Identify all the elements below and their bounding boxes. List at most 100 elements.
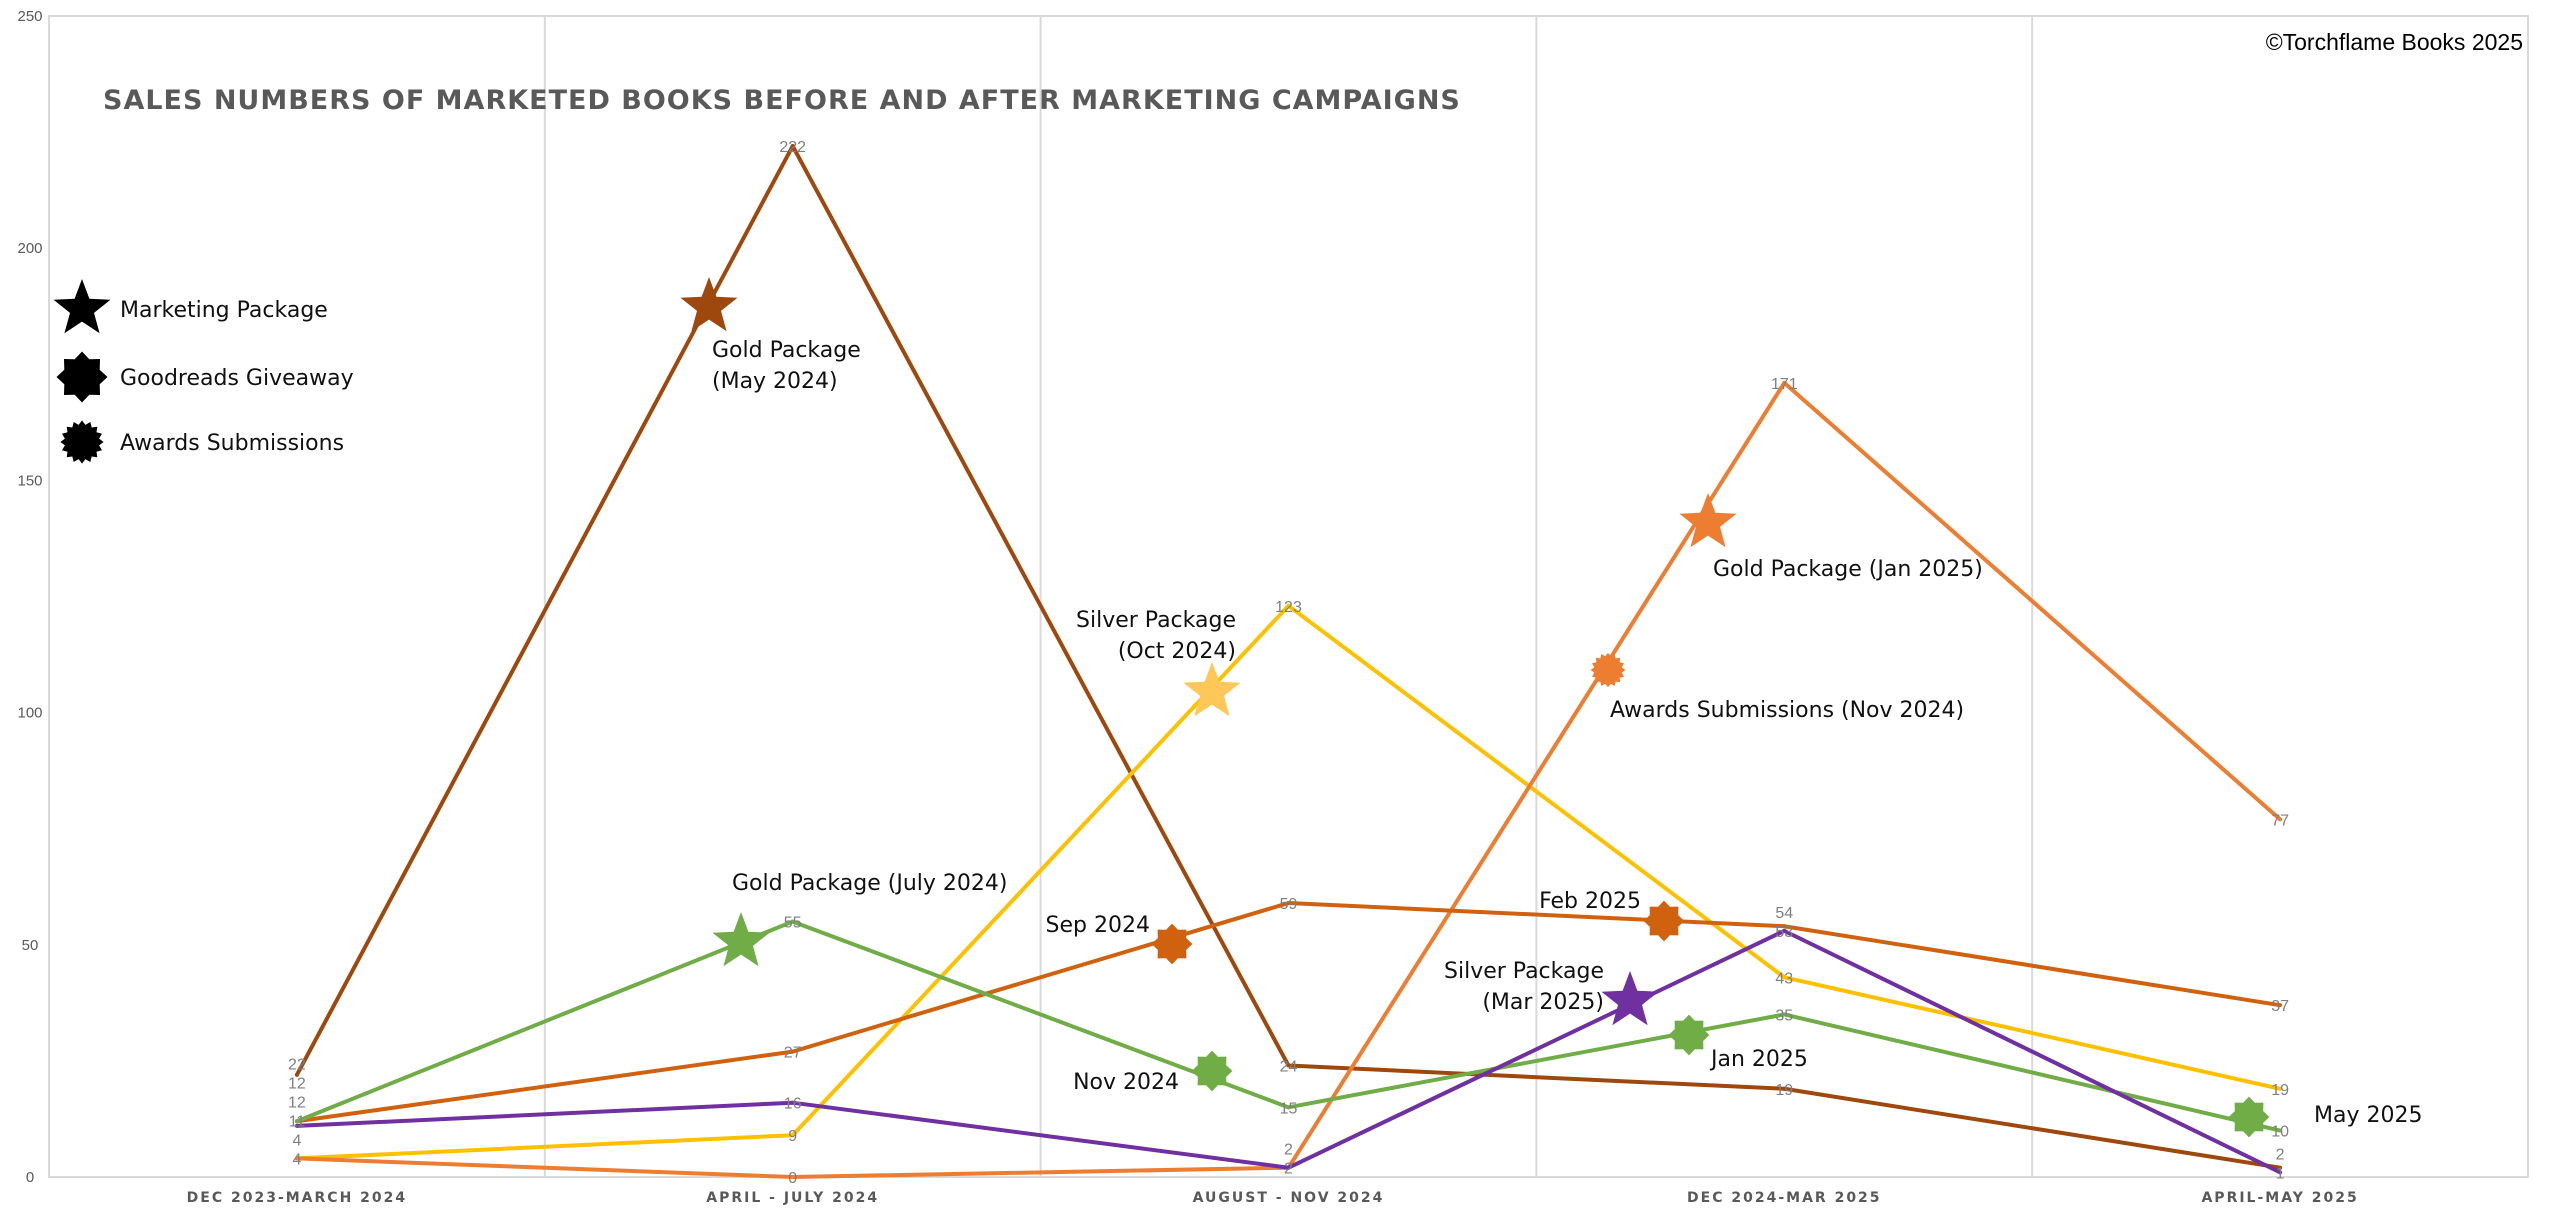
data-label: 9 (788, 1128, 797, 1145)
data-label: 24 (1280, 1059, 1298, 1076)
data-point (2278, 1170, 2283, 1175)
y-tick-label: 150 (17, 472, 42, 489)
data-label: 0 (788, 1170, 797, 1187)
annotation: Silver Package (Oct 2024) (1076, 608, 1241, 717)
data-label: 77 (2271, 812, 2289, 829)
annotation: Feb 2025 (1539, 889, 1685, 942)
data-label: 22 (288, 1056, 306, 1073)
plot-area (48, 15, 2529, 1178)
series-line-5 (296, 928, 2281, 1175)
x-tick-label: APRIL - JULY 2024 (706, 1190, 879, 1206)
data-label: 171 (1771, 376, 1798, 393)
legend-item: Awards Submissions (60, 420, 344, 464)
data-label: 37 (2271, 998, 2289, 1015)
data-point (1782, 1012, 1787, 1017)
annotation: Awards Submissions (Nov 2024) (1590, 652, 1964, 723)
data-point (2278, 1086, 2283, 1091)
eight-point-star-marker-icon (1151, 923, 1193, 965)
data-point (294, 1156, 299, 1161)
data-point (2278, 817, 2283, 822)
x-tick-label: DEC 2023-MARCH 2024 (187, 1190, 408, 1206)
data-label: 1 (2276, 1165, 2285, 1182)
data-point (1782, 380, 1787, 385)
series-line-3 (296, 901, 2281, 1124)
annotation: May 2025 (2228, 1096, 2422, 1138)
annotation-text: Gold Package (712, 338, 861, 363)
annotation-text: (Mar 2025) (1482, 990, 1604, 1015)
data-point (1286, 1063, 1291, 1068)
data-label: 12 (288, 1075, 306, 1092)
eight-point-star-marker-icon (1643, 900, 1685, 942)
data-label: 2 (1284, 1161, 1293, 1178)
data-point (790, 1175, 795, 1179)
star-marker-icon (1183, 662, 1241, 717)
annotation-text: Jan 2025 (1709, 1047, 1808, 1072)
data-point (790, 919, 795, 924)
chart-title: SALES NUMBERS OF MARKETED BOOKS BEFORE A… (103, 85, 1461, 116)
x-tick-label: AUGUST - NOV 2024 (1193, 1190, 1385, 1206)
annotation-text: May 2025 (2314, 1103, 2422, 1128)
data-label: 35 (1775, 1007, 1793, 1024)
annotation-text: Gold Package (Jan 2025) (1713, 557, 1983, 582)
annotation-text: Awards Submissions (Nov 2024) (1610, 698, 1964, 723)
x-tick-label: DEC 2024-MAR 2025 (1687, 1190, 1882, 1206)
data-label: 59 (1280, 896, 1298, 913)
data-point (2278, 1128, 2283, 1133)
legend-item: Marketing Package (53, 279, 328, 334)
y-tick-label: 200 (17, 240, 42, 257)
data-point (790, 1100, 795, 1105)
data-point (1286, 1105, 1291, 1110)
legend-label: Marketing Package (120, 298, 328, 323)
data-label: 2 (2276, 1146, 2285, 1163)
data-point (294, 1123, 299, 1128)
star-marker-icon (712, 912, 770, 967)
data-point (294, 1072, 299, 1077)
annotation-text: Nov 2024 (1073, 1070, 1179, 1095)
star-marker-icon (1601, 971, 1659, 1026)
data-label: 19 (2271, 1082, 2289, 1099)
data-label: 12 (288, 1094, 306, 1111)
y-tick-label: 250 (17, 8, 42, 25)
data-point (1782, 975, 1787, 980)
sunburst-legend-icon (60, 420, 104, 464)
annotation: Silver Package (Mar 2025) (1444, 959, 1659, 1026)
series-line-0 (295, 144, 2281, 1170)
data-label: 53 (1775, 924, 1793, 941)
eight-point-star-marker-icon (2228, 1096, 2270, 1138)
legend-label: Goodreads Giveaway (120, 366, 354, 391)
legend-item: Goodreads Giveaway (56, 351, 354, 403)
eight-point-star-legend-icon (56, 351, 108, 403)
annotation: Sep 2024 (1046, 913, 1193, 965)
data-point (1286, 901, 1291, 906)
y-tick-label: 100 (17, 705, 42, 722)
annotation: Gold Package (May 2024) (680, 277, 861, 394)
data-point (1782, 924, 1787, 929)
eight-point-star-marker-icon (1191, 1050, 1233, 1092)
annotation-text: Silver Package (1076, 608, 1236, 633)
y-tick-label: 0 (26, 1169, 34, 1186)
data-label: 54 (1775, 905, 1793, 922)
annotation: Nov 2024 (1073, 1050, 1233, 1095)
star-marker-icon (680, 277, 738, 332)
data-label: 15 (1280, 1100, 1298, 1117)
data-point (790, 1049, 795, 1054)
data-point (1782, 928, 1787, 933)
annotation-text: Silver Package (1444, 959, 1604, 984)
annotation: Gold Package (July 2024) (712, 871, 1007, 967)
eight-point-star-marker-icon (1668, 1014, 1710, 1056)
data-point (790, 144, 795, 149)
sunburst-marker-icon (1590, 652, 1626, 688)
data-label: 123 (1275, 599, 1302, 616)
annotation: Gold Package (Jan 2025) (1679, 493, 1983, 582)
star-legend-icon (53, 279, 111, 334)
data-label: 11 (289, 1113, 306, 1130)
annotation: Jan 2025 (1668, 1014, 1808, 1072)
annotation-text: Gold Package (July 2024) (732, 871, 1007, 896)
annotation-text: Feb 2025 (1539, 889, 1641, 914)
data-point (1782, 1086, 1787, 1091)
data-label: 4 (292, 1151, 301, 1168)
data-label: 19 (1775, 1082, 1793, 1099)
copyright-text: ©Torchflame Books 2025 (2266, 29, 2523, 55)
star-marker-icon (1679, 493, 1737, 548)
